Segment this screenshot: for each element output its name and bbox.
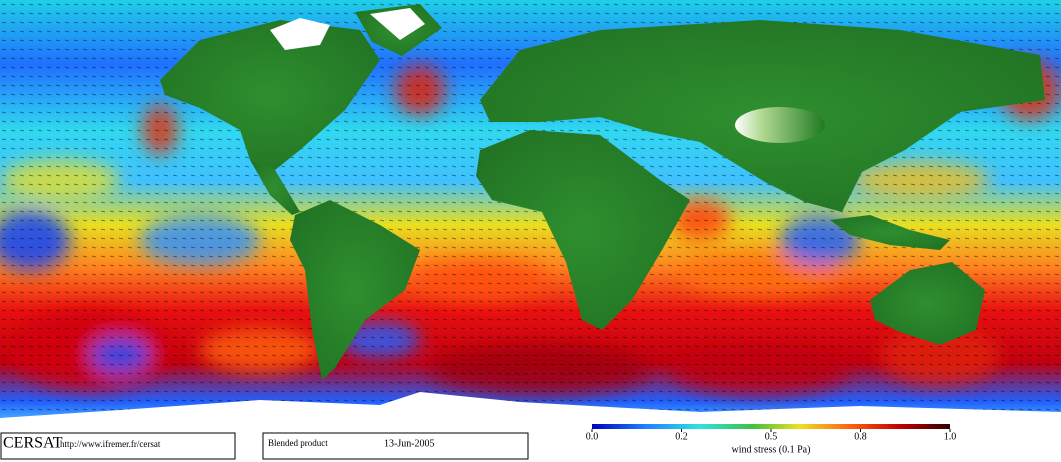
colorbar: wind stress (0.1 Pa) 0.0 0.2 0.5 0.8 1.0 [586, 424, 957, 455]
colorbar-tick-label: 0.2 [675, 431, 688, 442]
colorbar-label: wind stress (0.1 Pa) [732, 444, 811, 455]
colorbar-tick-label: 0.5 [765, 431, 778, 442]
colorbar-tick-label: 0.8 [854, 431, 867, 442]
info-box [0, 432, 236, 460]
logo: CERSAT [3, 435, 63, 452]
url: http://www.ifremer.fr/cersat [60, 439, 161, 449]
date: 13-Jun-2005 [384, 438, 435, 449]
product: Blended product [268, 438, 328, 448]
land [160, 4, 1045, 380]
ice [0, 8, 1061, 432]
colorbar-ramp [592, 424, 950, 429]
info-box [262, 432, 529, 460]
colorbar-tick-label: 1.0 [944, 431, 957, 442]
colorbar-tick-label: 0.0 [586, 431, 599, 442]
footer: CERSAT http://www.ifremer.fr/cersat Blen… [0, 432, 1061, 462]
